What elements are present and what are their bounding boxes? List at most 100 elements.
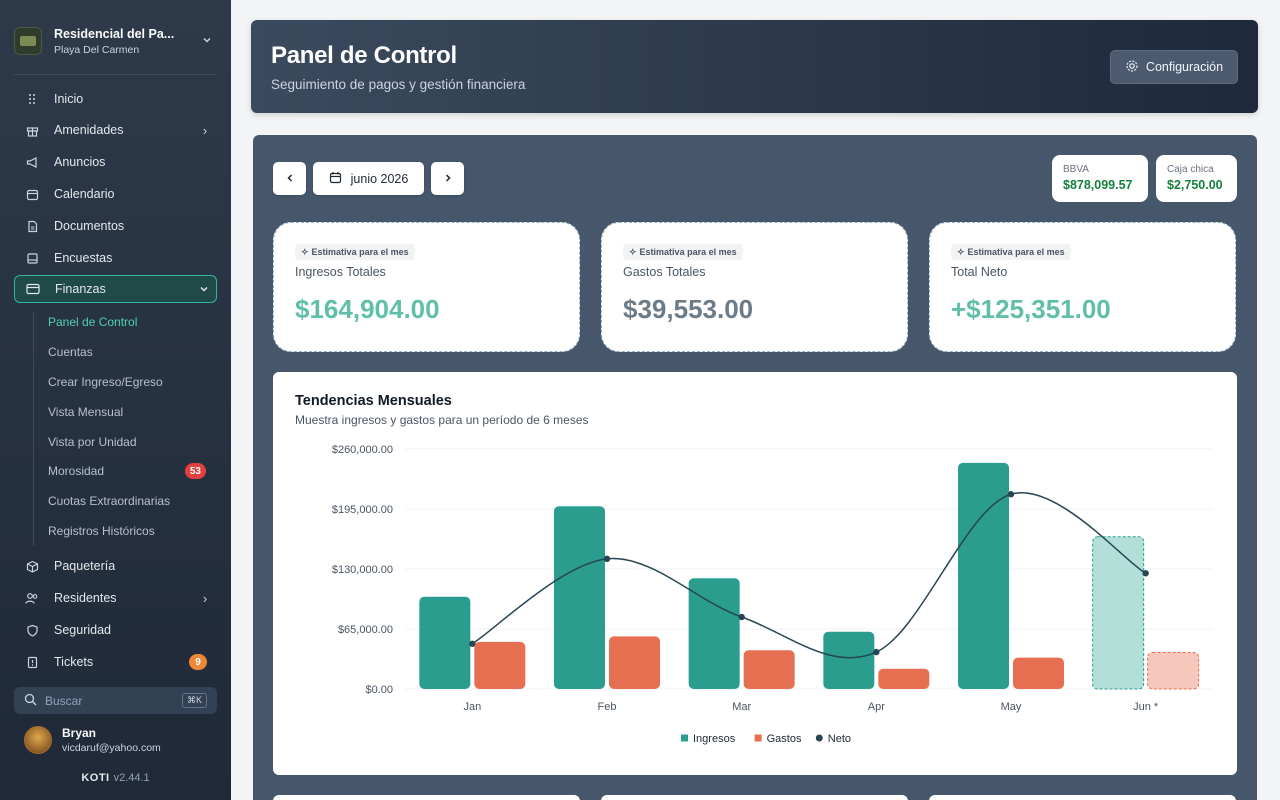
kpi-label: Total Neto <box>951 265 1008 279</box>
account-balance-caja-chica[interactable]: Caja chica $2,750.00 <box>1156 155 1237 202</box>
bottom-card <box>929 795 1236 800</box>
page-header: Panel de Control Seguimiento de pagos y … <box>251 20 1258 113</box>
sidebar-item-inicio[interactable]: Inicio <box>14 85 217 113</box>
sidebar-item-label: Documentos <box>54 219 125 233</box>
point-neto <box>469 640 476 647</box>
ticket-icon <box>24 654 40 670</box>
sidebar-item-label: Finanzas <box>55 282 106 296</box>
kpi-label: Gastos Totales <box>623 265 706 279</box>
account-name: BBVA <box>1063 164 1089 175</box>
sidebar: Residencial del Pa... Playa Del Carmen I… <box>0 0 231 800</box>
legend-marker-gastos <box>754 734 762 742</box>
bar-ingresos <box>419 596 471 689</box>
sidebar-item-calendario[interactable]: Calendario <box>14 180 217 208</box>
org-switcher[interactable]: Residencial del Pa... Playa Del Carmen <box>14 20 217 62</box>
submenu-item-panel-de-control[interactable]: Panel de Control <box>48 315 138 329</box>
legend-marker-ingresos <box>681 734 688 742</box>
legend-label: Gastos <box>767 733 802 745</box>
configuracion-label: Configuración <box>1145 60 1224 74</box>
bar-ingresos <box>958 462 1009 689</box>
kpi-card-neto: ✧ Estimativa para el mes Total Neto +$125… <box>929 222 1236 352</box>
y-tick-label: $260,000.00 <box>332 444 393 456</box>
kpi-value: $39,553.00 <box>623 294 754 324</box>
configuracion-button[interactable]: Configuración <box>1110 50 1238 84</box>
bottom-card <box>273 795 580 800</box>
x-tick-label: Mar <box>732 701 751 713</box>
submenu-item-registros-historicos[interactable]: Registros Históricos <box>48 524 155 538</box>
app-version: v2.44.1 <box>113 772 150 784</box>
bar-gastos <box>1147 651 1200 690</box>
sidebar-item-label: Amenidades <box>54 123 124 137</box>
morosidad-count-badge: 53 <box>184 463 206 479</box>
keyboard-shortcut: ⌘K <box>181 693 207 708</box>
kpi-card-gastos: ✧ Estimativa para el mes Gastos Totales $… <box>601 222 908 352</box>
submenu-item-cuentas[interactable]: Cuentas <box>48 345 93 359</box>
chart-title: Tendencias Mensuales <box>295 393 452 409</box>
bar-ingresos <box>823 631 875 689</box>
x-tick-label: May <box>1001 701 1022 713</box>
next-month-button[interactable] <box>431 162 464 195</box>
monthly-trends-chart: $0.00 $65,000.00 $130,000.00 $195,000.00 $26… <box>332 444 1213 745</box>
bar-gastos <box>1013 657 1064 689</box>
legend-label: Neto <box>828 733 851 745</box>
sidebar-item-label: Calendario <box>54 187 115 201</box>
y-tick-label: $65,000.00 <box>338 624 393 636</box>
chevron-left-icon <box>285 172 295 186</box>
app-brand: KOTI v2.44.1 <box>0 772 231 784</box>
submenu-item-crear-ingreso-egreso[interactable]: Crear Ingreso/Egreso <box>48 375 163 389</box>
estimate-tag-label: Estimativa para el mes <box>311 247 409 257</box>
sidebar-item-anuncios[interactable]: Anuncios <box>14 148 217 176</box>
grid-dots-icon <box>24 91 40 107</box>
account-balance-bbva[interactable]: BBVA $878,099.57 <box>1052 155 1148 202</box>
search-placeholder: Buscar <box>45 693 83 708</box>
chevron-down-icon <box>197 34 217 48</box>
sidebar-item-residentes[interactable]: Residentes › <box>14 584 217 612</box>
x-tick-label: Jan <box>463 701 481 713</box>
dashboard-panel: junio 2026 BBVA $878,099.57 Caja chica $… <box>253 135 1257 800</box>
chart-subtitle: Muestra ingresos y gastos para un períod… <box>295 413 589 427</box>
search-icon <box>24 693 37 709</box>
submenu-item-vista-por-unidad[interactable]: Vista por Unidad <box>48 435 137 449</box>
y-tick-label: $0.00 <box>365 684 393 696</box>
avatar <box>24 726 52 754</box>
sidebar-item-tickets[interactable]: Tickets 9 <box>14 648 217 676</box>
kpi-label: Ingresos Totales <box>295 265 386 279</box>
sidebar-item-label: Anuncios <box>54 155 106 169</box>
submenu-item-label: Morosidad <box>48 464 105 478</box>
sidebar-item-label: Seguridad <box>54 623 111 637</box>
month-picker[interactable]: junio 2026 <box>313 162 424 195</box>
line-neto <box>471 492 1147 659</box>
sparkle-icon: ✧ <box>629 246 637 257</box>
users-icon <box>24 590 40 606</box>
submenu-guide <box>33 312 34 546</box>
bar-gastos <box>878 668 930 689</box>
sidebar-item-encuestas[interactable]: Encuestas <box>14 244 217 272</box>
legend-marker-neto <box>815 734 823 742</box>
sidebar-item-label: Tickets <box>54 655 94 669</box>
org-name: Residencial del Pa... <box>54 26 175 41</box>
sidebar-item-paqueteria[interactable]: Paquetería <box>14 552 217 580</box>
submenu-item-vista-mensual[interactable]: Vista Mensual <box>48 405 124 419</box>
account-balance: $2,750.00 <box>1167 178 1223 192</box>
point-neto <box>873 648 880 656</box>
submenu-item-cuotas-extraordinarias[interactable]: Cuotas Extraordinarias <box>48 494 171 508</box>
sidebar-item-label: Inicio <box>54 92 84 106</box>
user-profile[interactable]: Bryan vicdaruf@yahoo.com <box>24 726 161 754</box>
shield-icon <box>24 622 40 638</box>
estimate-tag-label: Estimativa para el mes <box>639 247 737 257</box>
sparkle-icon: ✧ <box>957 246 965 257</box>
sidebar-item-documentos[interactable]: Documentos <box>14 212 217 240</box>
point-neto <box>1142 570 1149 577</box>
page-title: Panel de Control <box>271 42 457 69</box>
monthly-trends-card: $0.00 $65,000.00 $130,000.00 $195,000.00 $26… <box>273 372 1237 775</box>
point-neto <box>738 613 745 621</box>
search-input[interactable]: Buscar ⌘K <box>14 687 217 714</box>
sidebar-item-finanzas[interactable]: Finanzas <box>14 275 217 303</box>
previous-month-button[interactable] <box>273 162 306 195</box>
sidebar-divider <box>14 74 217 75</box>
submenu-item-morosidad[interactable]: Morosidad 53 <box>48 460 216 482</box>
sidebar-item-seguridad[interactable]: Seguridad <box>14 616 217 644</box>
sidebar-item-amenidades[interactable]: Amenidades › <box>14 116 217 144</box>
estimate-tag: ✧ Estimativa para el mes <box>623 244 743 260</box>
user-email: vicdaruf@yahoo.com <box>62 742 161 754</box>
